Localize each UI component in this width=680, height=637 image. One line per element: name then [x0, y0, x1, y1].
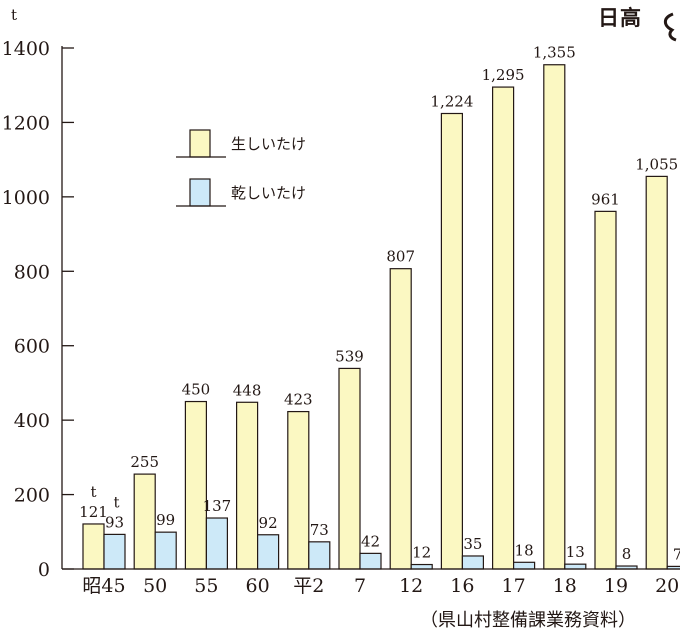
value-label-fresh-9: 1,355 [533, 44, 576, 62]
bar-dried-4 [308, 541, 331, 570]
x-tick-label-4: 平2 [293, 575, 324, 597]
bar-dried-7 [461, 555, 484, 570]
legend-swatch-dried [189, 178, 211, 207]
bar-fresh-4 [287, 410, 310, 570]
value-label-fresh-5: 539 [335, 347, 364, 365]
bar-fresh-6 [389, 268, 412, 570]
y-tick-label-4: 800 [14, 261, 50, 283]
value-label-fresh-10: 961 [591, 190, 620, 208]
bar-fresh-8 [492, 86, 515, 570]
bar-fresh-2 [184, 400, 207, 570]
y-tick-label-5: 1000 [2, 187, 50, 209]
y-unit-label: t [11, 6, 17, 24]
bar-dried-2 [205, 517, 228, 570]
y-tick-label-3: 600 [14, 336, 50, 358]
bar-fresh-11 [645, 175, 668, 570]
value-label-dried-7: 35 [463, 535, 482, 553]
legend-label-fresh: 生しいたけ [231, 135, 306, 153]
value-label-fresh-7: 1,224 [430, 92, 473, 110]
legend-swatch-fresh [189, 129, 211, 158]
x-tick-label-2: 55 [194, 575, 218, 597]
bar-dried-0 [103, 533, 126, 570]
value-label-dried-1: 99 [156, 511, 175, 529]
x-tick-label-11: 20 [655, 575, 679, 597]
x-tick-label-9: 18 [553, 575, 577, 597]
bar-dried-8 [512, 561, 536, 570]
bar-dried-1 [154, 531, 177, 570]
bar-dried-6 [410, 563, 433, 570]
x-tick-label-0: 昭45 [82, 575, 125, 597]
value-label-dried-11: 7 [673, 545, 680, 563]
source-note: （県山村整備課業務資料） [420, 610, 636, 631]
value-label-dried-3: 92 [259, 514, 278, 532]
value-label-dried-6: 12 [412, 544, 431, 562]
bar-dried-5 [359, 552, 382, 570]
bar-dried-9 [564, 563, 587, 570]
value-label-dried-8: 18 [515, 541, 534, 559]
bar-fresh-0 [82, 523, 105, 570]
bar-fresh-10 [594, 210, 617, 570]
y-tick-label-2: 400 [14, 410, 50, 432]
bar-fresh-3 [236, 401, 259, 570]
unit-label-dried: t [113, 493, 119, 511]
bar-fresh-7 [440, 112, 463, 570]
y-tick-label-6: 1200 [2, 112, 50, 134]
value-label-dried-5: 42 [361, 532, 380, 550]
value-label-dried-0: 93 [105, 513, 124, 531]
y-tick-label-7: 1400 [2, 38, 50, 60]
x-tick-label-7: 16 [450, 575, 474, 597]
x-tick-label-8: 17 [502, 575, 526, 597]
x-tick-label-3: 60 [246, 575, 270, 597]
value-label-fresh-2: 450 [182, 381, 211, 399]
value-label-fresh-4: 423 [284, 391, 313, 409]
x-tick-label-10: 19 [604, 575, 628, 597]
bar-fresh-1 [133, 473, 156, 570]
value-label-fresh-3: 448 [233, 381, 262, 399]
value-label-fresh-6: 807 [386, 248, 415, 266]
bar-dried-3 [257, 534, 280, 570]
legend-label-dried: 乾しいたけ [231, 184, 306, 202]
value-label-dried-2: 137 [203, 497, 232, 515]
corner-label: 日高 [598, 6, 642, 30]
value-label-fresh-1: 255 [130, 453, 159, 471]
x-tick-label-6: 12 [399, 575, 423, 597]
x-tick-label-1: 50 [143, 575, 167, 597]
map-outline [663, 12, 677, 42]
value-label-dried-4: 73 [310, 521, 329, 539]
bar-fresh-5 [338, 367, 361, 570]
value-label-fresh-0: 121 [79, 503, 108, 521]
bar-fresh-9 [543, 64, 566, 570]
y-tick-label-0: 0 [38, 559, 50, 581]
y-tick-label-1: 200 [14, 485, 50, 507]
unit-label-fresh: t [90, 483, 96, 501]
value-label-dried-9: 13 [566, 543, 585, 561]
x-tick-label-5: 7 [354, 575, 366, 597]
value-label-fresh-8: 1,295 [482, 66, 525, 84]
value-label-fresh-11: 1,055 [635, 155, 678, 173]
value-label-dried-10: 8 [622, 545, 632, 563]
